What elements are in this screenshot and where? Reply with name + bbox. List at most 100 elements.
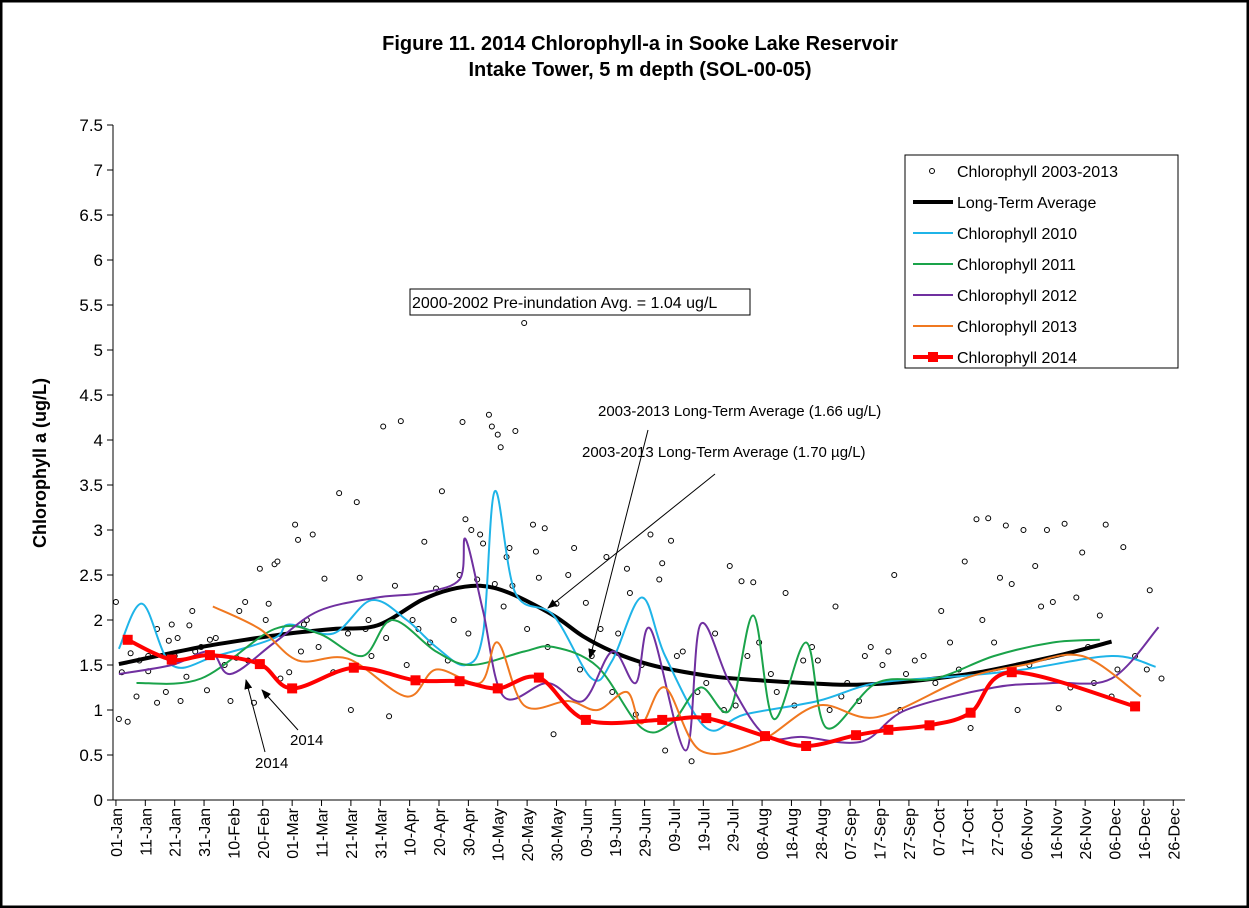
y-tick-label: 0.5 — [79, 746, 103, 765]
scatter-point — [459, 419, 466, 425]
series-marker — [924, 720, 935, 731]
x-tick-label: 16-Nov — [1049, 808, 1066, 860]
scatter-point — [300, 621, 307, 628]
x-tick-label: 10-Feb — [226, 808, 243, 859]
series-marker — [1130, 701, 1141, 712]
legend-label: Long-Term Average — [957, 195, 1096, 212]
annotation: 2003-2013 Long-Term Average (1.66 ug/L) — [598, 403, 881, 420]
scatter-point — [1096, 612, 1103, 619]
x-tick-label: 06-Nov — [1019, 808, 1036, 860]
scatter-point — [227, 698, 234, 704]
x-tick-label: 16-Dec — [1137, 808, 1154, 860]
scatter-point — [615, 630, 622, 637]
scatter-point — [206, 636, 213, 643]
scatter-point — [242, 599, 249, 605]
scatter-point — [356, 574, 363, 581]
scatter-point — [973, 516, 980, 523]
scatter-point — [979, 617, 986, 623]
scatter-point — [920, 653, 927, 659]
scatter-point — [465, 630, 472, 637]
scatter-point — [529, 521, 536, 528]
annotation-box — [409, 288, 751, 316]
scatter-point — [961, 558, 968, 565]
scatter-point — [576, 666, 583, 673]
series-marker — [492, 683, 503, 694]
scatter-point — [183, 673, 190, 680]
scatter-point — [186, 622, 193, 629]
scatter-point — [256, 565, 263, 572]
series-marker — [454, 676, 465, 687]
series-marker — [701, 713, 712, 724]
x-tick-label: 21-Mar — [344, 807, 361, 858]
x-tick-label: 07-Sep — [843, 808, 860, 860]
scatter-point — [315, 644, 322, 650]
x-tick-label: 31-Mar — [373, 807, 390, 858]
annotation: 2014 — [290, 732, 323, 749]
scatter-point — [1073, 594, 1080, 601]
scatter-point — [127, 650, 134, 657]
y-axis-label: Chlorophyll a (ug/L) — [30, 378, 50, 548]
series-marker — [122, 634, 133, 645]
scatter-point — [885, 648, 892, 655]
scatter-point — [162, 689, 169, 695]
scatter-point — [321, 575, 328, 582]
y-tick-label: 5 — [94, 341, 103, 360]
x-tick-label: 10-May — [491, 808, 508, 861]
series-marker — [657, 714, 668, 725]
scatter-point — [1014, 707, 1021, 713]
x-tick-label: 09-Jun — [579, 808, 596, 857]
scatter-point — [494, 431, 501, 438]
legend-symbol — [929, 168, 935, 174]
scatter-point — [814, 657, 821, 664]
series-marker — [254, 659, 265, 670]
x-tick-label: 17-Sep — [873, 808, 890, 860]
scatter-point — [712, 630, 719, 637]
scatter-point — [409, 617, 416, 623]
x-tick-label: 30-Apr — [461, 807, 478, 856]
scatter-point — [565, 572, 572, 578]
scatter-point — [1079, 549, 1086, 556]
scatter-point — [861, 653, 868, 659]
scatter-point — [368, 653, 375, 659]
scatter-point — [468, 527, 475, 533]
legend-label: Chlorophyll 2014 — [957, 350, 1077, 367]
x-tick-label: 19-Jun — [608, 808, 625, 857]
legend-label: Chlorophyll 2010 — [957, 226, 1077, 243]
series-marker — [580, 714, 591, 725]
scatter-point — [1002, 522, 1009, 529]
chart-title: Intake Tower, 5 m depth (SOL-00-05) — [468, 59, 811, 81]
scatter-point — [668, 537, 675, 544]
scatter-point — [902, 671, 909, 677]
scatter-point — [383, 635, 390, 641]
scatter-point — [1120, 544, 1127, 551]
scatter-point — [203, 687, 210, 694]
series-marker — [166, 654, 177, 665]
scatter-point — [265, 600, 272, 607]
x-tick-label: 01-Mar — [285, 807, 302, 858]
series-marker — [883, 724, 894, 735]
scatter-point — [679, 648, 686, 655]
annotation-arrow — [261, 689, 299, 731]
scatter-point — [609, 689, 616, 695]
scatter-point — [738, 578, 745, 585]
scatter-point — [177, 698, 184, 704]
chart-title: Figure 11. 2014 Chlorophyll-a in Sooke L… — [382, 33, 898, 55]
scatter-point — [189, 608, 196, 614]
scatter-point — [168, 621, 175, 628]
scatter-point — [212, 635, 219, 641]
x-tick-label: 30-May — [549, 808, 566, 861]
scatter-point — [1146, 587, 1153, 594]
scatter-point — [480, 540, 487, 547]
series-marker — [965, 707, 976, 718]
scatter-point — [262, 617, 269, 623]
scatter-point — [512, 428, 519, 434]
scatter-point — [532, 548, 539, 555]
series-marker — [851, 730, 862, 741]
scatter-point — [506, 545, 513, 551]
y-tick-label: 3.5 — [79, 476, 103, 495]
scatter-point — [165, 637, 172, 644]
scatter-point — [647, 531, 654, 538]
scatter-point — [623, 565, 630, 572]
x-tick-label: 27-Sep — [902, 808, 919, 860]
